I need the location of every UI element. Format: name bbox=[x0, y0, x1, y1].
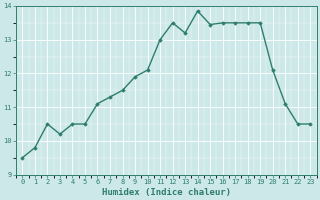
X-axis label: Humidex (Indice chaleur): Humidex (Indice chaleur) bbox=[102, 188, 231, 197]
